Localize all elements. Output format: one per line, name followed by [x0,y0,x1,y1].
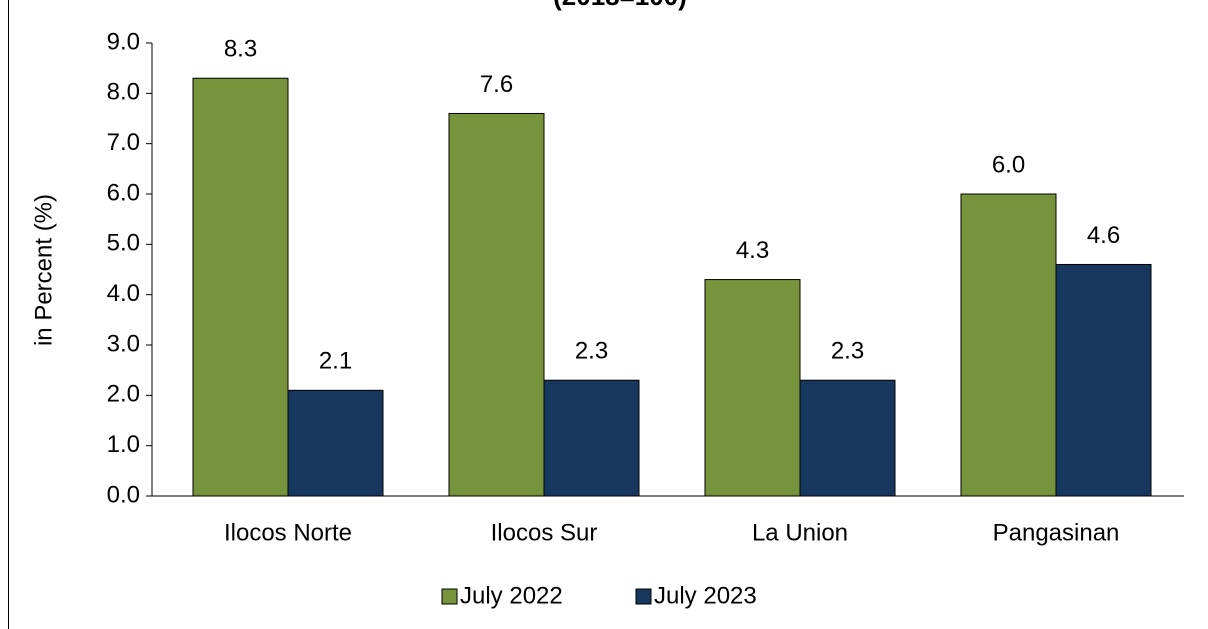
bar [1055,263,1152,497]
value-label: 2.3 [575,338,608,365]
bar [960,193,1057,497]
chart-title: (2018=100) [553,0,687,11]
value-label: 2.3 [831,338,864,365]
value-label: 7.6 [480,71,513,98]
x-tick-label: Pangasinan [993,519,1120,546]
legend-swatch [441,588,458,605]
bar [704,279,801,497]
chart-frame [8,0,1208,629]
x-tick-label: Ilocos Norte [224,519,352,546]
y-tick-label: 7.0 [107,129,140,156]
bar [287,389,384,497]
bar [799,379,896,497]
y-tick-label: 8.0 [107,79,140,106]
bar [448,112,545,497]
y-tick-label: 5.0 [107,230,140,257]
legend-label: July 2023 [654,582,757,609]
y-tick-label: 6.0 [107,179,140,206]
value-label: 2.1 [319,348,352,375]
x-tick-label: La Union [752,519,848,546]
value-label: 4.6 [1087,222,1120,249]
bar [543,379,640,497]
bar [192,77,289,497]
y-tick-label: 3.0 [107,330,140,357]
y-tick-label: 1.0 [107,431,140,458]
y-tick-label: 4.0 [107,280,140,307]
y-tick-label: 2.0 [107,381,140,408]
y-axis-label: in Percent (%) [30,194,57,346]
value-label: 4.3 [736,237,769,264]
legend-swatch [635,588,652,605]
y-tick-label: 0.0 [107,481,140,508]
y-tick-label: 9.0 [107,28,140,55]
value-label: 6.0 [992,151,1025,178]
x-tick-label: Ilocos Sur [491,519,598,546]
legend-label: July 2022 [460,582,563,609]
value-label: 8.3 [224,36,257,63]
